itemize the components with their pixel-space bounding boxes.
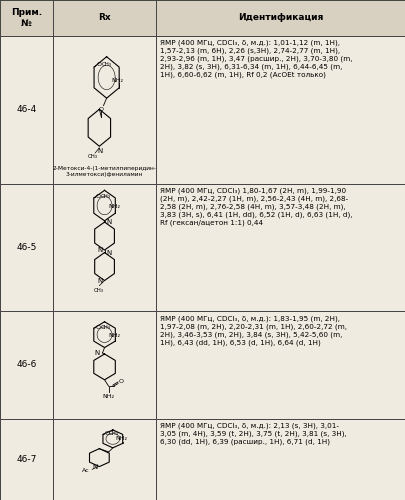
Text: 46-5: 46-5: [16, 243, 36, 252]
Bar: [53, 36, 156, 184]
Bar: [0, 311, 53, 418]
Bar: [0, 36, 53, 184]
Bar: [156, 311, 405, 418]
Bar: [0, 0, 405, 36]
Bar: [156, 184, 405, 311]
Text: 46-4: 46-4: [16, 106, 36, 114]
Bar: [156, 418, 405, 500]
Bar: [156, 36, 405, 184]
Text: Идентификация: Идентификация: [238, 14, 323, 22]
Text: ЯМР (400 МГц, CDCl₃, δ, м.д.): 1,83-1,95 (m, 2H),
1,97-2,08 (m, 2H), 2,20-2,31 (: ЯМР (400 МГц, CDCl₃, δ, м.д.): 1,83-1,95…: [159, 315, 346, 346]
Text: Rx: Rx: [98, 14, 111, 22]
Text: ЯМР (400 МГц, CDCl₃) 1,80-1,67 (2H, m), 1,99-1,90
(2H, m), 2,42-2,27 (1H, m), 2,: ЯМР (400 МГц, CDCl₃) 1,80-1,67 (2H, m), …: [159, 188, 351, 226]
Text: 46-7: 46-7: [16, 455, 36, 464]
Bar: [53, 184, 156, 311]
Bar: [0, 418, 53, 500]
Bar: [53, 418, 156, 500]
Text: ЯМР (400 МГц, CDCl₃, δ, м.д.): 1,01-1,12 (m, 1H),
1,57-2,13 (m, 6H), 2,26 (s,3H): ЯМР (400 МГц, CDCl₃, δ, м.д.): 1,01-1,12…: [159, 40, 351, 78]
Bar: [0, 184, 53, 311]
Bar: [53, 311, 156, 418]
Text: ЯМР (400 МГц, CDCl₃, δ, м.д.): 2,13 (s, 3H), 3,01-
3,05 (m, 4H), 3,59 (t, 2H), 3: ЯМР (400 МГц, CDCl₃, δ, м.д.): 2,13 (s, …: [159, 422, 345, 445]
Text: Прим.
№: Прим. №: [11, 8, 42, 28]
Text: 46-6: 46-6: [16, 360, 36, 369]
